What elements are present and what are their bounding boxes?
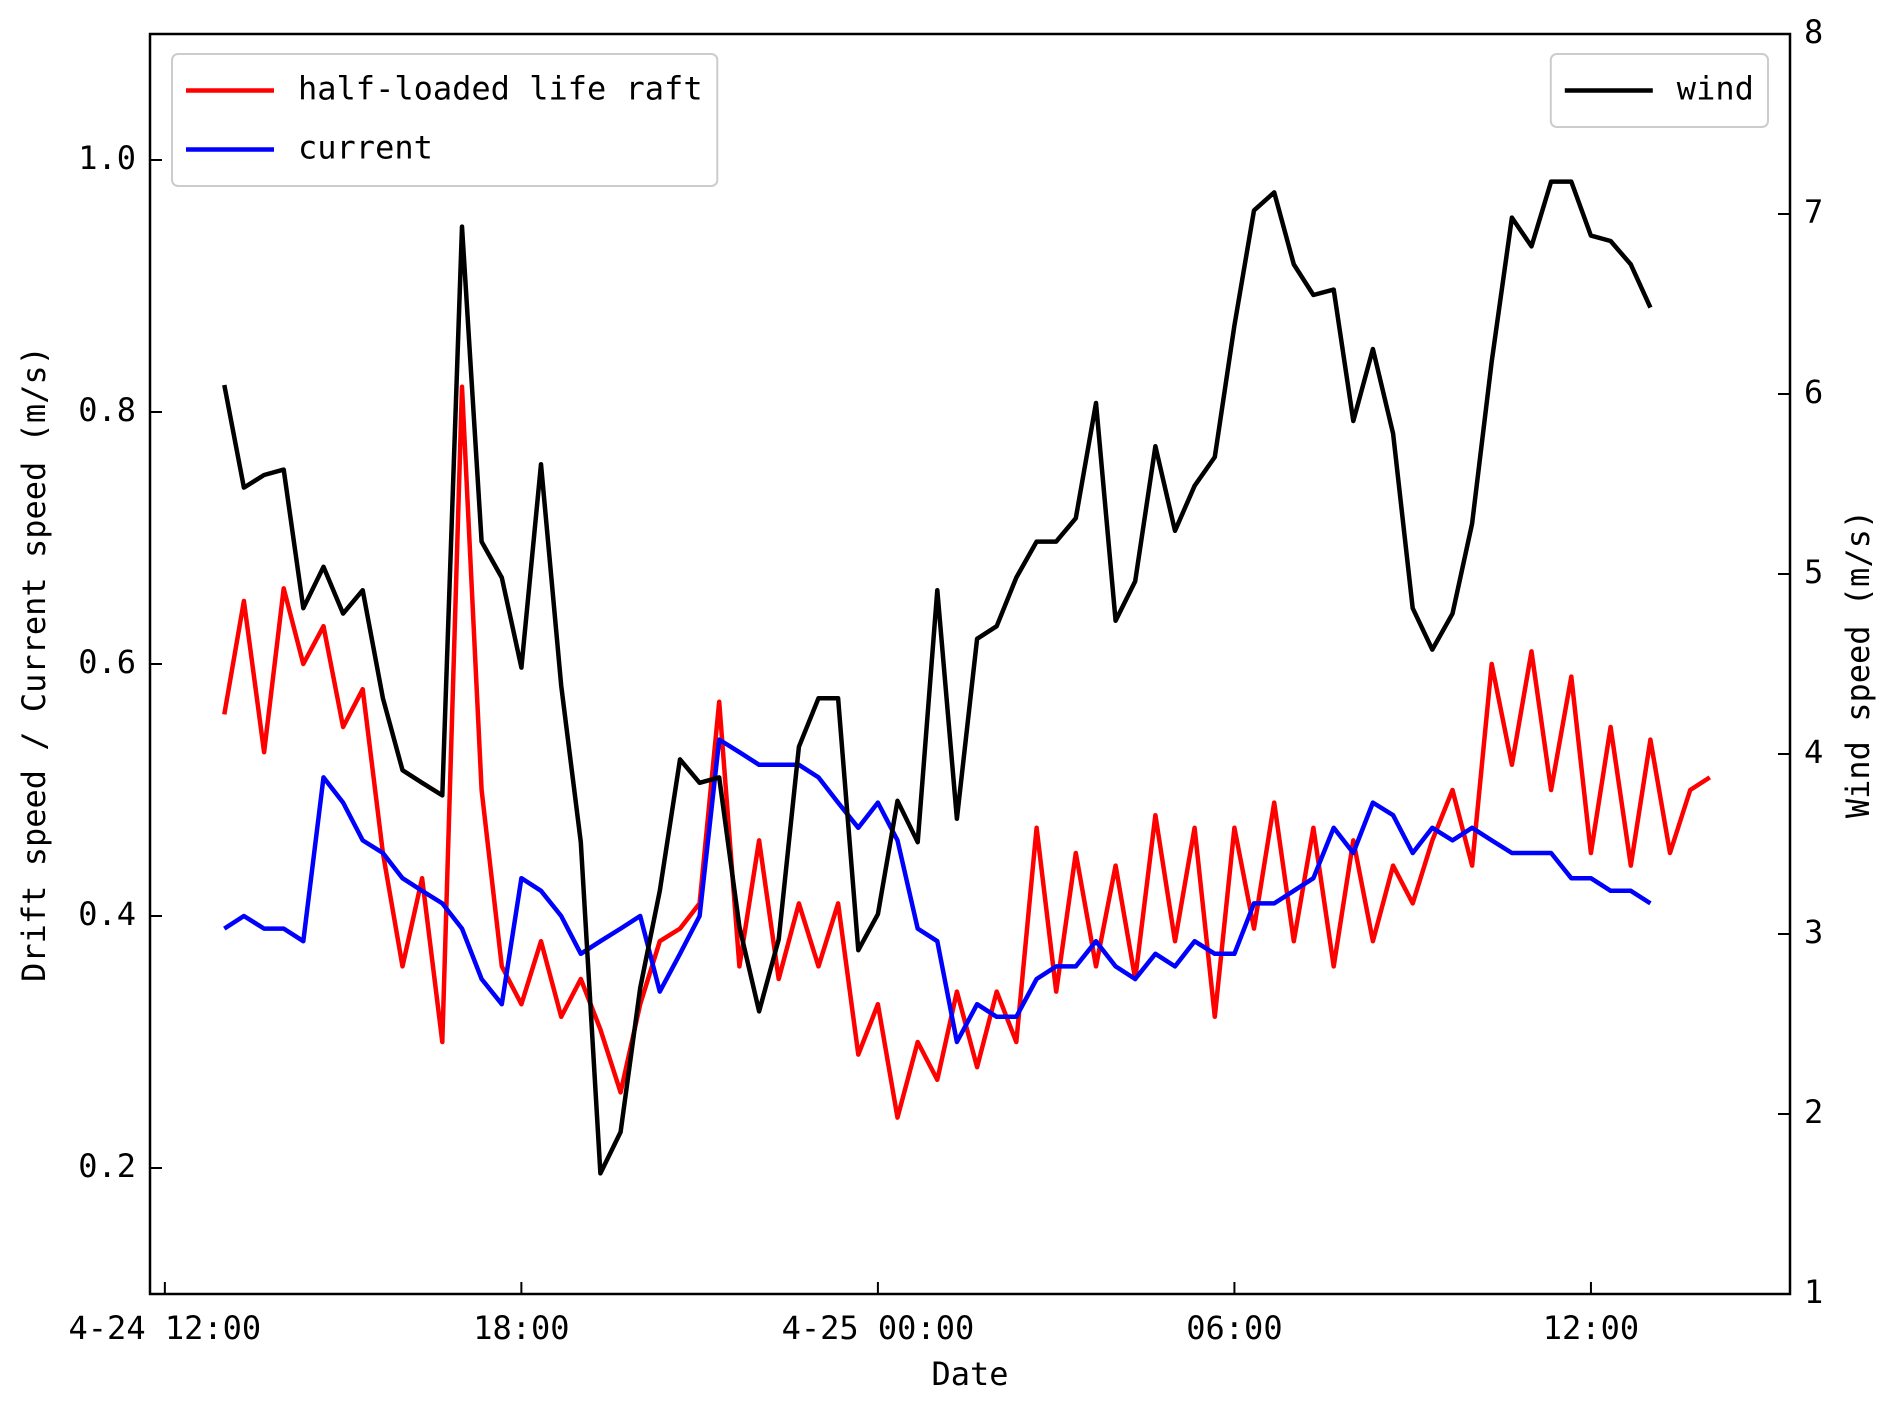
legend-label: current (298, 129, 433, 167)
y-tick-label: 0.8 (78, 391, 136, 429)
series-line (222, 179, 1653, 1176)
series-line (223, 737, 1652, 1045)
y2-tick-label: 4 (1804, 733, 1823, 771)
y-tick-label: 0.2 (78, 1147, 136, 1185)
series-line (222, 384, 1712, 1120)
y2-tick-label: 3 (1804, 913, 1823, 951)
y-tick-label: 0.4 (78, 895, 136, 933)
y-tick-label: 1.0 (78, 139, 136, 177)
y-axis-label: Drift speed / Current speed (m/s) (15, 346, 53, 982)
x-tick-label: 4-24 12:00 (69, 1309, 262, 1347)
y2-tick-label: 6 (1804, 373, 1823, 411)
x-tick-label: 06:00 (1186, 1309, 1282, 1347)
x-tick-label: 12:00 (1543, 1309, 1639, 1347)
y2-tick-label: 1 (1804, 1273, 1823, 1311)
x-tick-label: 4-25 00:00 (782, 1309, 975, 1347)
legend-label: wind (1677, 70, 1754, 108)
y2-axis-label: Wind speed (m/s) (1839, 510, 1877, 818)
y-tick-label: 0.6 (78, 643, 136, 681)
y2-tick-label: 5 (1804, 553, 1823, 591)
legend-box (171, 53, 719, 187)
x-axis-label: Date (931, 1355, 1008, 1393)
legend-label: half-loaded life raft (298, 70, 703, 108)
y2-tick-label: 8 (1804, 13, 1823, 51)
legend-box (1549, 53, 1770, 128)
y2-tick-label: 7 (1804, 193, 1823, 231)
x-tick-label: 18:00 (473, 1309, 569, 1347)
y2-tick-label: 2 (1804, 1093, 1823, 1131)
